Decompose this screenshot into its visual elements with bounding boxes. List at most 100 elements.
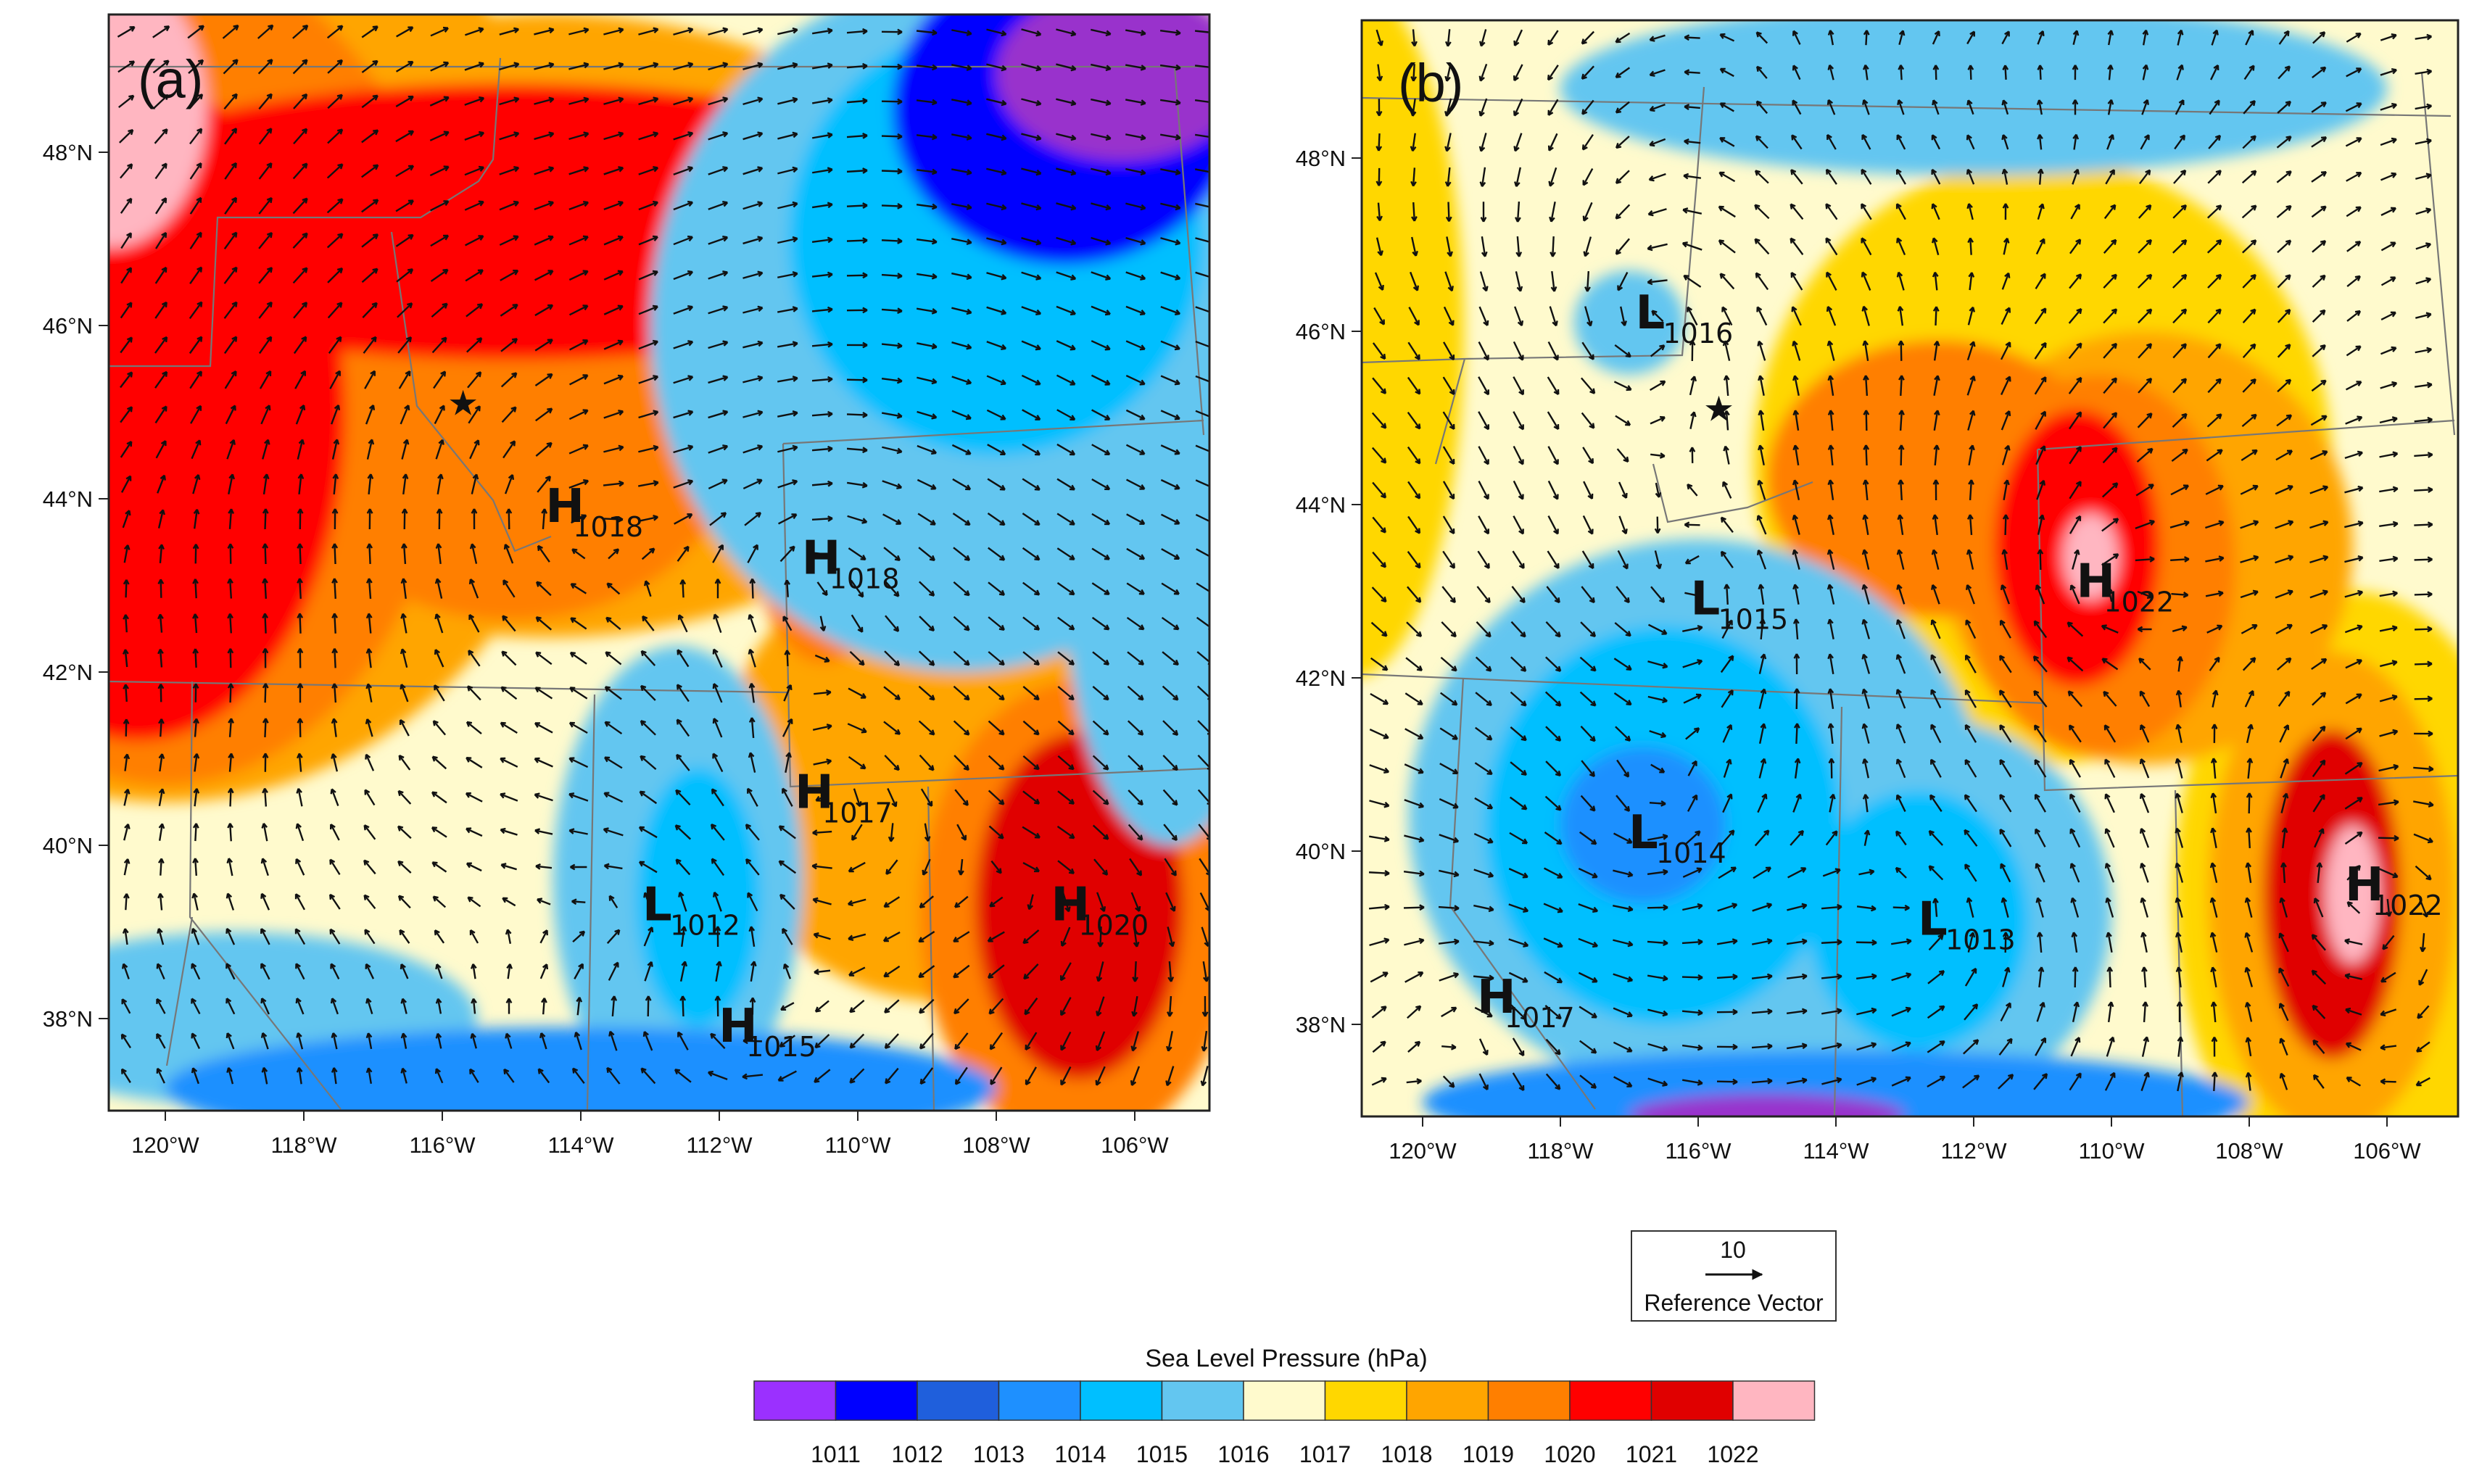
pressure-center-value: 1015 bbox=[746, 1031, 816, 1063]
wind-vector bbox=[1444, 133, 1452, 152]
wind-vector bbox=[2380, 311, 2396, 321]
wind-vector bbox=[988, 720, 1005, 736]
wind-vector bbox=[1651, 310, 1664, 323]
wind-vector bbox=[2310, 415, 2328, 426]
wind-vector bbox=[850, 579, 864, 598]
pressure-center-type: H bbox=[802, 532, 841, 586]
colorbar-swatch bbox=[998, 1380, 1081, 1421]
wind-vector bbox=[1933, 444, 1940, 466]
pressure-center-value: 1013 bbox=[1945, 924, 2016, 956]
wind-vector bbox=[918, 931, 935, 943]
wind-vector bbox=[1689, 411, 1697, 429]
wind-vector bbox=[1439, 834, 1460, 843]
wind-vector bbox=[534, 722, 553, 734]
pressure-center-value: 1012 bbox=[670, 910, 740, 942]
wind-vector bbox=[603, 863, 623, 870]
wind-vector bbox=[2312, 344, 2326, 357]
wind-vector bbox=[1127, 720, 1144, 736]
wind-vector bbox=[1092, 789, 1109, 805]
wind-vector bbox=[2169, 520, 2190, 528]
wind-vector bbox=[1964, 724, 1977, 743]
wind-vector bbox=[2140, 897, 2149, 918]
wind-vector bbox=[1370, 971, 1389, 983]
longitude-ticks: 120°W 118°W 116°W 114°W 112°W 110°W 108°W 106°W bbox=[131, 1111, 1169, 1158]
wind-vector bbox=[1060, 1066, 1072, 1086]
wind-vector bbox=[638, 339, 658, 350]
wind-vector bbox=[191, 439, 202, 460]
wind-vector bbox=[1022, 651, 1040, 666]
wind-vector bbox=[1758, 444, 1765, 465]
wind-vector bbox=[777, 444, 798, 453]
wind-vector bbox=[154, 301, 167, 319]
wind-vector bbox=[1027, 894, 1034, 911]
wind-vector bbox=[919, 895, 935, 909]
wind-vector bbox=[2070, 204, 2080, 220]
wind-vector bbox=[885, 615, 900, 632]
wind-vector bbox=[603, 792, 624, 803]
wind-vector bbox=[2177, 655, 2183, 672]
wind-vector bbox=[2309, 520, 2329, 529]
wind-vector bbox=[603, 270, 624, 281]
wind-vector bbox=[192, 823, 199, 842]
pressure-center-value: 1018 bbox=[830, 563, 900, 595]
wind-vector bbox=[1650, 380, 1666, 391]
wind-vector bbox=[1581, 341, 1594, 360]
longitude-tick-label: 114°W bbox=[547, 1132, 614, 1158]
wind-vector bbox=[881, 238, 903, 244]
wind-vector bbox=[574, 963, 584, 979]
wind-vector bbox=[1024, 998, 1038, 1016]
wind-vector bbox=[1547, 99, 1559, 116]
wind-vector bbox=[225, 405, 236, 425]
wind-vector bbox=[1022, 478, 1041, 491]
wind-vector bbox=[1928, 829, 1944, 846]
wind-vector bbox=[1578, 867, 1598, 879]
wind-vector bbox=[1130, 892, 1141, 912]
wind-vector bbox=[1620, 306, 1627, 326]
wind-vector bbox=[571, 548, 586, 560]
wind-vector bbox=[1127, 651, 1145, 666]
wind-vector bbox=[1056, 98, 1077, 107]
wind-vector bbox=[2386, 898, 2393, 917]
wind-vector bbox=[293, 302, 308, 319]
longitude-tick-label: 120°W bbox=[1389, 1138, 1457, 1164]
wind-vector bbox=[1681, 1009, 1703, 1016]
wind-vector bbox=[1821, 973, 1842, 980]
wind-vector bbox=[1197, 754, 1209, 771]
wind-vector bbox=[2171, 448, 2188, 462]
wind-vector bbox=[1792, 410, 1800, 431]
wind-vector bbox=[882, 480, 903, 489]
wind-vector bbox=[2033, 724, 2047, 743]
wind-vector bbox=[644, 961, 653, 982]
wind-vector bbox=[747, 892, 758, 912]
wind-vector bbox=[2346, 345, 2362, 357]
wind-vector bbox=[1445, 202, 1452, 223]
wind-vector bbox=[1821, 1077, 1842, 1085]
wind-vector bbox=[1616, 759, 1630, 778]
wind-vector bbox=[1474, 762, 1493, 775]
wind-vector bbox=[1547, 376, 1560, 395]
wind-vector bbox=[224, 128, 238, 145]
wind-vector bbox=[2103, 690, 2117, 707]
wind-vector bbox=[330, 788, 339, 807]
wind-vector bbox=[1439, 763, 1459, 774]
wind-vector bbox=[123, 753, 131, 771]
wind-vector bbox=[2379, 451, 2399, 458]
longitude-ticks: 120°W 118°W 116°W 114°W 112°W 110°W 108°W 106°W bbox=[1389, 1116, 2421, 1164]
wind-vector bbox=[499, 200, 519, 211]
wind-vector bbox=[469, 1068, 479, 1083]
wind-vector bbox=[1650, 763, 1666, 774]
wind-vector bbox=[640, 1067, 656, 1085]
latitude-ticks: 48°N46°N44°N42°N40°N38°N bbox=[1296, 146, 1362, 1037]
wind-vector bbox=[1584, 270, 1591, 292]
wind-vector bbox=[258, 128, 273, 145]
wind-vector bbox=[292, 59, 308, 75]
wind-vector bbox=[2212, 689, 2219, 708]
pressure-region-19 bbox=[1629, 1093, 1905, 1116]
wind-vector bbox=[847, 898, 866, 907]
wind-vector bbox=[1754, 170, 1769, 184]
wind-vector bbox=[2033, 620, 2048, 639]
wind-vector bbox=[1091, 98, 1112, 107]
wind-vector bbox=[713, 613, 722, 633]
